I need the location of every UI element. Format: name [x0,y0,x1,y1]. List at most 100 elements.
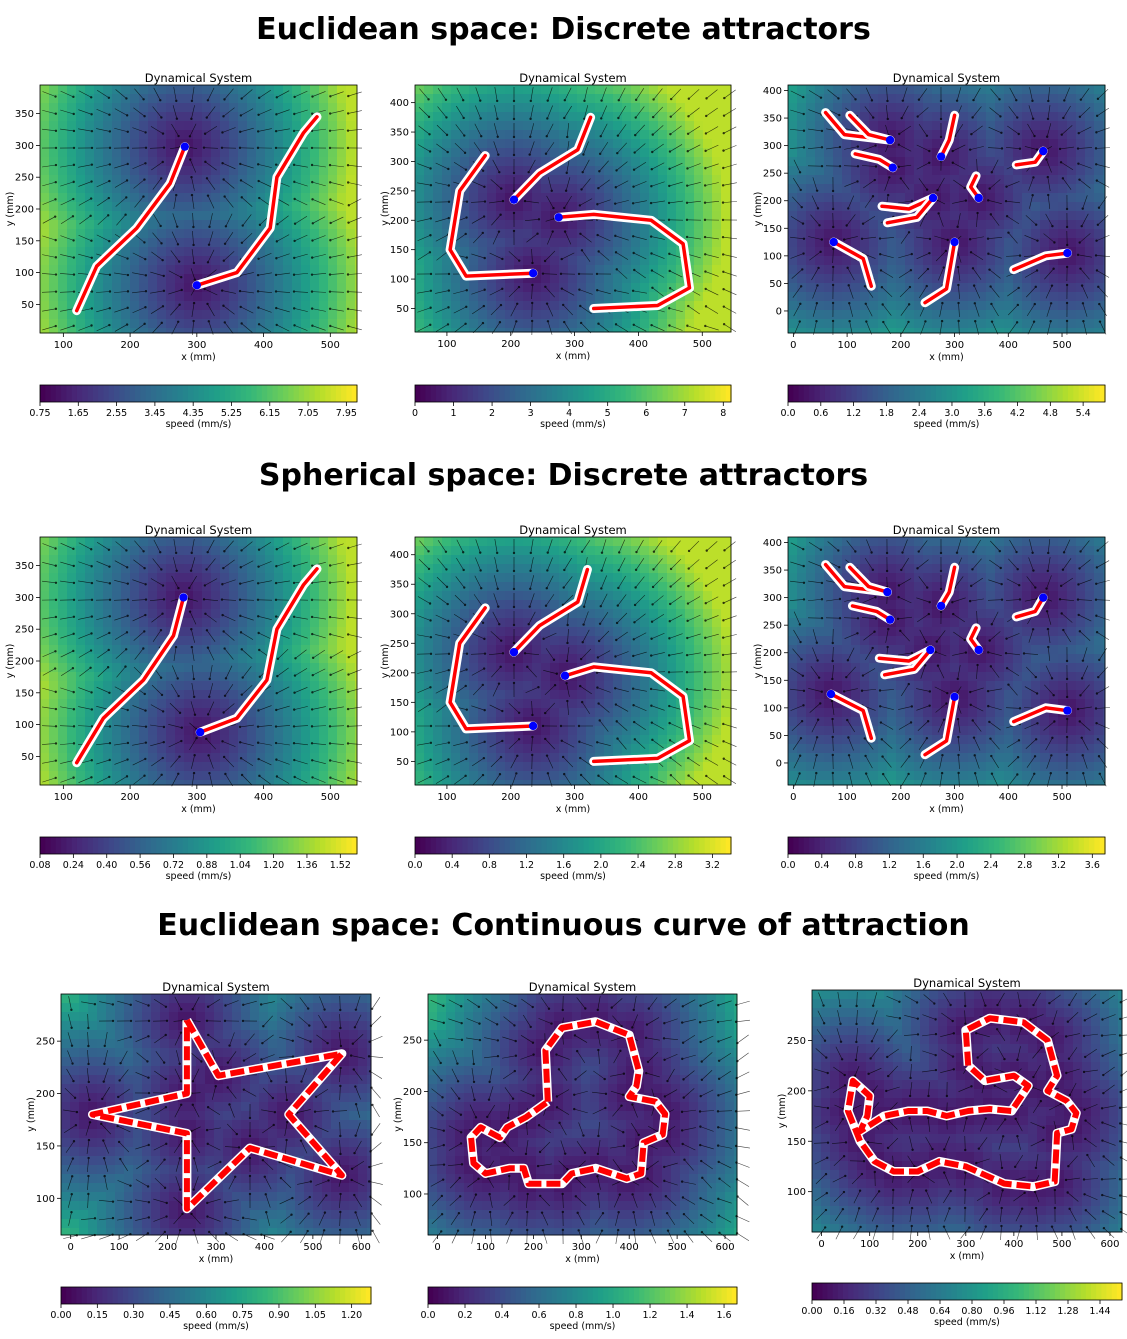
streamline [191,177,195,191]
streamline [317,1195,327,1207]
streamline [503,1196,515,1206]
streamline-arrow [634,116,637,119]
streamline [669,722,683,730]
streamline [1078,254,1092,258]
streamline-arrow [307,1212,310,1215]
streamline-arrow [721,653,725,657]
streamline-arrow [635,550,638,554]
colorbar-segment [319,1287,326,1304]
streamline-arrow [242,1059,246,1062]
streamline [170,250,180,262]
streamline [118,1088,130,1098]
streamline [435,634,449,638]
streamline [60,325,74,331]
streamline-arrow [458,1176,461,1180]
streamline-arrow [1036,239,1039,242]
streamline-arrow [685,218,689,222]
streamline [525,1140,529,1154]
streamline-arrow [716,1144,720,1147]
streamline [970,252,984,260]
streamline [418,125,430,135]
streamline [132,742,146,746]
streamline [952,200,966,204]
streamline [991,755,999,769]
y-tick-label: 350 [15,109,34,120]
streamline-arrow [482,667,486,670]
streamline [132,127,146,133]
streamline-arrow [1058,598,1062,601]
streamline [635,558,645,570]
streamline-arrow [1097,675,1100,679]
streamline [544,702,556,714]
streamline [1063,539,1071,553]
streamline [329,725,345,727]
streamline [1097,215,1109,225]
streamline-arrow [704,324,707,328]
streamline [1083,321,1087,335]
streamline [616,721,628,731]
streamline-arrow [908,737,912,741]
streamline-arrow [53,667,57,670]
streamline [435,776,449,784]
colorbar-segment [129,837,136,854]
streamline [207,87,215,101]
streamline-arrow [459,1005,463,1008]
streamline [348,650,362,658]
streamline-arrow [161,710,165,713]
streamline-arrow [370,1086,373,1089]
streamline [294,742,308,746]
streamline-arrow [939,135,943,139]
streamline-arrow [371,1229,374,1233]
streamline-arrow [663,1095,667,1098]
streamline-arrow [1065,265,1069,269]
streamline-arrow [465,708,468,711]
colorbar-segment [856,837,863,854]
streamline-arrow [261,1041,264,1045]
streamline-arrow [293,674,297,677]
colorbar-segment [530,385,537,402]
streamline [511,773,517,787]
streamline-arrow [1065,677,1069,681]
colorbar-segment [325,385,332,402]
streamline [670,595,682,605]
streamline [494,105,498,119]
streamline-arrow [275,775,279,778]
streamline [582,159,590,173]
streamline-arrow [1095,179,1099,182]
streamline-arrow [311,759,314,762]
streamline-arrow [347,546,350,550]
streamline-arrow [838,113,841,117]
streamline-arrow [620,1025,623,1028]
streamline-arrow [686,184,689,187]
colorbar-segment [893,837,900,854]
streamline [972,268,982,280]
streamline [546,195,554,209]
streamline [682,1197,696,1205]
streamline [312,668,326,676]
streamline-arrow [561,303,565,307]
streamline-arrow [147,1200,151,1204]
colorbar-tick-label: 0.4 [494,1310,509,1321]
colorbar-segment [830,385,837,402]
streamline [957,665,961,679]
streamline-arrow [722,166,725,170]
streamline [192,1104,200,1118]
streamline-arrow [838,164,842,168]
streamline-arrow [474,1116,478,1119]
streamline [613,1050,621,1064]
streamline [567,610,569,626]
colorbar-tick-label: 0.8 [568,1310,583,1321]
streamline-arrow [495,551,499,555]
streamline [581,250,591,262]
streamline [417,704,431,712]
streamline [1025,215,1037,225]
streamline [191,665,195,679]
streamline [543,632,557,640]
streamline [1098,666,1108,678]
streamline-arrow [651,286,654,289]
streamline [453,306,467,314]
streamline [974,773,980,787]
streamline-arrow [646,1060,650,1064]
streamline [670,774,682,786]
streamline-arrow [367,1180,371,1183]
